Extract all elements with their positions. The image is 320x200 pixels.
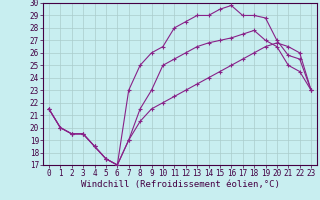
X-axis label: Windchill (Refroidissement éolien,°C): Windchill (Refroidissement éolien,°C)	[81, 180, 279, 189]
